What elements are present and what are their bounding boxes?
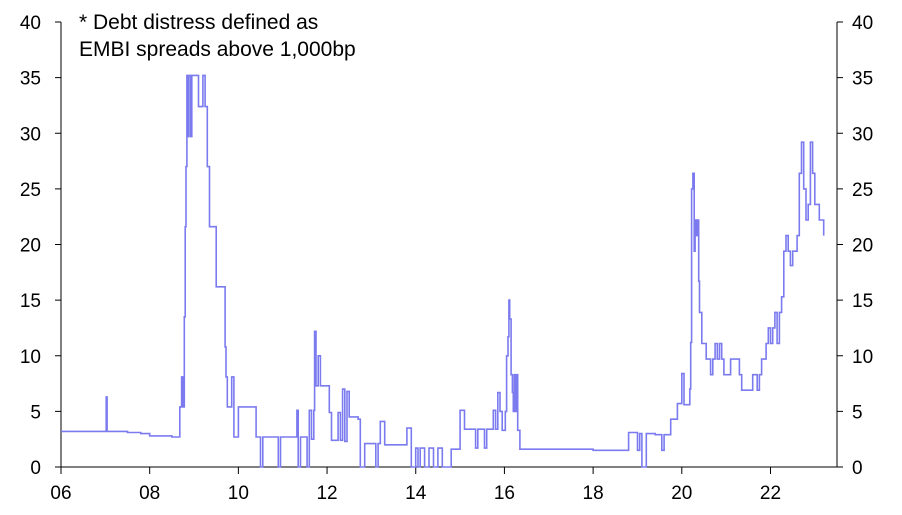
- x-tick-label: 18: [583, 483, 604, 504]
- annotation-line-1: * Debt distress defined as: [79, 11, 319, 34]
- left-y-tick-label: 5: [30, 402, 41, 423]
- right-y-tick-label: 20: [852, 236, 873, 257]
- left-y-tick-label: 15: [20, 291, 41, 312]
- x-tick-label: 08: [139, 483, 160, 504]
- left-y-tick-label: 25: [20, 180, 41, 201]
- left-y-tick-label: 0: [30, 458, 41, 479]
- left-y-tick-label: 20: [20, 236, 41, 257]
- x-axis: 06 08 10 12 14 16 18 20 22: [50, 466, 837, 504]
- x-tick-label: 14: [405, 483, 427, 504]
- right-y-tick-label: 25: [852, 180, 873, 201]
- right-y-tick-label: 15: [852, 291, 873, 312]
- x-tick-label: 20: [671, 483, 692, 504]
- right-y-tick-label: 30: [852, 124, 873, 145]
- right-y-tick-label: 40: [852, 13, 873, 34]
- right-y-tick-label: 35: [852, 69, 873, 90]
- right-y-tick-label: 0: [852, 458, 863, 479]
- chart-annotation: * Debt distress defined as EMBI spreads …: [79, 9, 356, 63]
- series-line: [61, 74, 825, 468]
- left-y-tick-label: 35: [20, 69, 41, 90]
- left-y-axis: 0 5 10 15 20 25 30 35 40: [20, 13, 62, 479]
- left-y-tick-label: 30: [20, 124, 41, 145]
- annotation-line-2: EMBI spreads above 1,000bp: [79, 38, 356, 61]
- right-y-axis: 0 5 10 15 20 25 30 35 40: [836, 13, 873, 479]
- x-tick-label: 16: [494, 483, 515, 504]
- right-y-tick-label: 5: [852, 402, 863, 423]
- x-tick-label: 12: [316, 483, 337, 504]
- x-tick-label: 22: [760, 483, 781, 504]
- left-y-tick-label: 10: [20, 347, 41, 368]
- x-tick-label: 06: [50, 483, 71, 504]
- x-tick-label: 10: [228, 483, 249, 504]
- left-y-tick-label: 40: [20, 13, 41, 34]
- right-y-tick-label: 10: [852, 347, 873, 368]
